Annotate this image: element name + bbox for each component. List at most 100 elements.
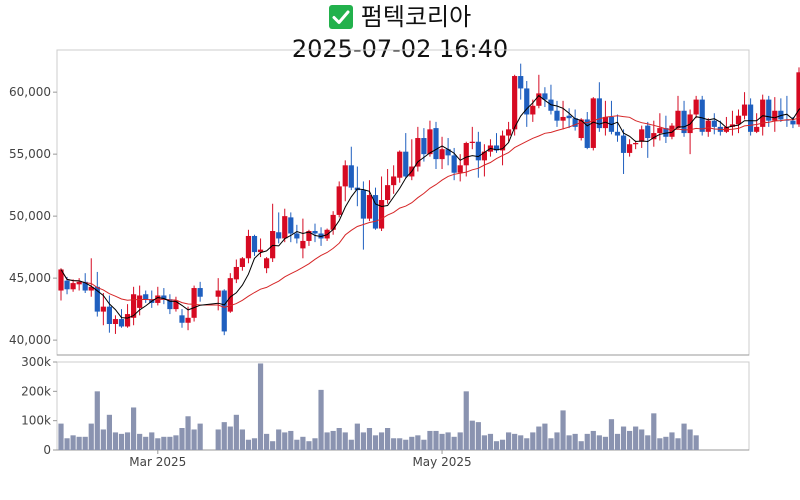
candle [639, 125, 645, 148]
volume-bar [149, 432, 155, 450]
volume-bar [512, 433, 518, 450]
volume-bar [554, 432, 560, 450]
candle [784, 95, 790, 127]
candle-body [215, 290, 221, 297]
candle [445, 138, 451, 166]
candle-body [161, 295, 167, 300]
candle [796, 67, 800, 127]
volume-bar [185, 416, 191, 450]
volume-bar [433, 430, 439, 450]
volume-y-tick-label: 0 [43, 443, 51, 457]
candle [669, 123, 675, 140]
volume-bar [191, 429, 197, 450]
candle-body [584, 119, 590, 148]
candle [754, 113, 760, 134]
volume-bar [221, 422, 227, 450]
volume-bar [542, 423, 548, 450]
volume-bar [155, 438, 161, 450]
candle [463, 141, 469, 177]
candle [312, 223, 318, 243]
volume-bar [197, 423, 203, 450]
candle-body [748, 104, 754, 132]
volume-bar [403, 439, 409, 450]
volume-bar [70, 435, 76, 450]
candle-body [415, 138, 421, 167]
candle-body [245, 235, 252, 259]
candle [627, 139, 633, 157]
candle-body [590, 98, 596, 148]
volume-bar [651, 413, 657, 450]
candle [112, 315, 119, 334]
candle-body [572, 118, 578, 127]
candle-body [427, 129, 433, 155]
volume-bar [590, 430, 596, 450]
candle [524, 80, 530, 127]
candle-body [645, 125, 651, 139]
candle [536, 74, 542, 109]
candle [336, 181, 342, 218]
price-panel: 40,000 45,000 50,000 55,000 60,000 [9, 49, 800, 356]
volume-bar [245, 439, 252, 450]
volume-bar [602, 436, 608, 450]
volume-bar [675, 438, 681, 450]
volume-bar [693, 435, 699, 450]
candle [342, 160, 348, 202]
candle [584, 111, 590, 150]
candle [221, 289, 227, 336]
volume-bar [306, 441, 312, 450]
candle [748, 98, 754, 136]
candle-body [651, 133, 657, 140]
candle-body [306, 231, 312, 241]
candle [155, 286, 161, 306]
volume-bar [282, 432, 288, 450]
volume-bar [324, 432, 330, 450]
volume-bar [354, 423, 360, 450]
candle-body [312, 231, 318, 234]
volume-bar [451, 436, 457, 450]
volume-panel: 0 100k 200k 300k Mar 2025 May 2025 [21, 355, 750, 469]
candle-body [348, 165, 354, 188]
candle-body [276, 232, 282, 239]
candle [608, 100, 615, 135]
candle [723, 116, 729, 134]
volume-bar [318, 389, 324, 450]
volume-y-tick-label: 300k [21, 355, 51, 369]
candle-body [167, 299, 173, 310]
candle-body [76, 281, 82, 285]
candle-body [741, 104, 748, 116]
volume-bar [657, 438, 663, 450]
candle-body [385, 185, 391, 201]
candle [76, 278, 82, 291]
candle-body [264, 258, 270, 269]
candle [251, 234, 258, 256]
candle-body [336, 186, 342, 215]
volume-bar [506, 432, 512, 450]
volume-bar [167, 436, 173, 450]
volume-bar [264, 433, 270, 450]
candle-body [663, 128, 669, 137]
candle [161, 288, 167, 305]
volume-bar [663, 436, 669, 450]
volume-bar [560, 410, 566, 450]
candle-body [397, 151, 403, 178]
candle-body [760, 99, 766, 127]
volume-bar [137, 433, 143, 450]
volume-bar [681, 423, 687, 450]
candle-body [233, 266, 239, 280]
volume-bar [366, 428, 373, 450]
chart-datetime: 2025-07-02 16:40 [291, 35, 509, 63]
candle-body [566, 115, 572, 119]
candle-body [100, 306, 106, 312]
candle-body [239, 258, 245, 267]
volume-bar [524, 438, 530, 450]
candle-body [251, 235, 258, 253]
candle [620, 129, 627, 174]
volume-bar [348, 439, 354, 450]
candle-body [330, 214, 336, 230]
candle [475, 131, 481, 178]
candle-body [131, 294, 137, 318]
candle-body [735, 115, 742, 125]
candle-body [173, 300, 179, 310]
volume-bar [566, 435, 572, 450]
volume-bar [131, 407, 137, 450]
